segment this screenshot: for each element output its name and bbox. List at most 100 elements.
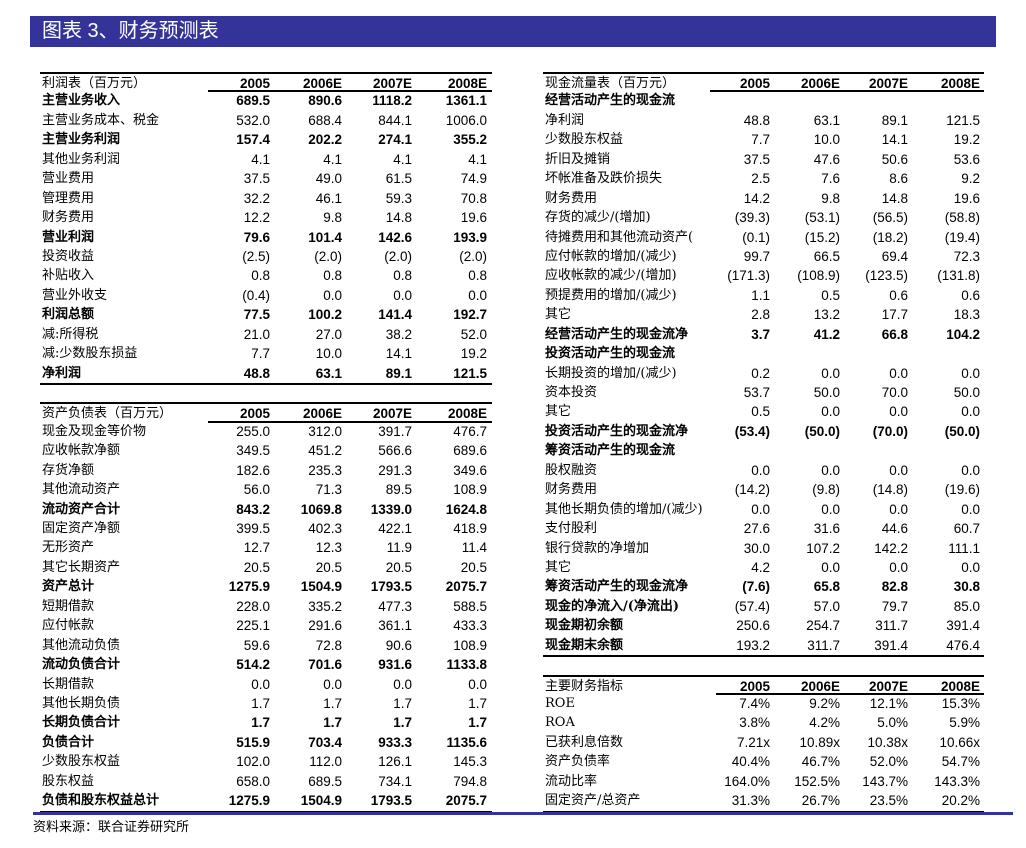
row-value: 37.5: [743, 151, 770, 167]
row-value: (58.8): [944, 210, 980, 226]
header-label: 现金流量表（百万元）: [545, 76, 676, 91]
table-row: 减:所得税 21.0 27.0 38.2 52.0: [40, 325, 492, 344]
row-value: 152.5%: [794, 773, 840, 789]
row-label: 短期借款: [42, 598, 95, 614]
row-value: 41.2: [813, 326, 840, 342]
row-value: 843.2: [236, 501, 270, 517]
left-column-tables: 利润表（百万元） 2005 2006E 2007E 2008E 主营业务收入 689.5 89…: [40, 72, 492, 813]
row-value: 11.9: [386, 540, 412, 556]
row-value: (2.0): [459, 248, 487, 264]
table-bottom-line: [40, 383, 492, 385]
row-value: 0.2: [751, 365, 770, 381]
row-value: 250.6: [736, 618, 770, 634]
row-value: (9.8): [812, 482, 840, 498]
row-value: 1504.9: [300, 793, 342, 809]
row-label: 投资活动产生的现金流: [545, 346, 676, 362]
header-label: 资产负债表（百万元）: [42, 406, 173, 422]
row-value: 19.6: [460, 210, 487, 226]
row-value: 0.0: [468, 287, 487, 303]
row-value: 451.2: [308, 443, 342, 459]
table-row: 应收帐款的减少/(增加) (171.3) (108.9) (123.5) (131.8): [543, 266, 984, 285]
row-value: (56.5): [872, 210, 908, 226]
row-label: ROA: [545, 715, 575, 731]
row-value: 193.9: [453, 229, 487, 245]
row-label: 应付帐款: [42, 618, 95, 634]
row-value: 349.6: [453, 462, 487, 478]
row-value: 477.3: [378, 598, 412, 614]
row-value: 0.0: [751, 462, 770, 478]
table-row: 待摊费用和其他流动资产((0.1) (15.2) (18.2) (19.4): [543, 228, 984, 247]
row-value: 14.8: [385, 210, 412, 226]
row-value: 794.8: [453, 773, 487, 789]
row-label: 资本投资: [545, 385, 598, 400]
header-year: 2007E: [372, 406, 412, 422]
row-value: 515.9: [236, 734, 270, 750]
row-value: 32.2: [243, 190, 270, 206]
row-value: 14.1: [385, 346, 412, 362]
row-label: 已获利息倍数: [545, 734, 624, 750]
row-value: 10.89x: [799, 734, 840, 750]
row-value: 48.8: [743, 112, 770, 128]
row-value: 1361.1: [445, 93, 487, 109]
row-value: 202.2: [308, 132, 342, 148]
balance-sheet-table: 资产负债表（百万元） 2005 2006E 2007E 2008E 现金及现金等价物 255…: [40, 402, 492, 813]
row-label: 其它长期资产: [42, 559, 121, 575]
table-row: 现金的净流入/(净流出) (57.4) 57.0 79.7 85.0: [543, 597, 984, 616]
row-label: 流动负债合计: [42, 657, 121, 673]
row-label: 筹资活动产生的现金流: [545, 443, 676, 459]
header-year: 2007E: [868, 76, 908, 91]
table-row: 营业利润 79.6 101.4 142.6 193.9: [40, 228, 492, 247]
row-value: 48.8: [243, 365, 270, 381]
row-value: 4.1: [323, 151, 342, 167]
row-value: 0.0: [961, 365, 980, 381]
row-value: 0.0: [889, 462, 908, 478]
row-value: 225.1: [236, 618, 270, 634]
table-row: 筹资活动产生的现金流: [543, 441, 984, 460]
row-value: 192.7: [453, 307, 487, 323]
row-label: 折旧及摊销: [545, 151, 611, 167]
row-value: (14.2): [734, 482, 770, 498]
row-value: 7.7: [251, 346, 270, 362]
row-value: 57.0: [813, 598, 840, 614]
row-value: 142.6: [378, 229, 412, 245]
table-row: 现金期末余额 193.2 311.7 391.4 476.4: [543, 636, 984, 655]
row-label: 其他流动负债: [42, 637, 121, 653]
row-value: 0.0: [961, 559, 980, 575]
row-value: 1275.9: [228, 579, 270, 595]
row-value: 60.7: [953, 521, 980, 537]
row-label: 银行贷款的净增加: [545, 540, 650, 556]
table-row: 投资活动产生的现金流: [543, 344, 984, 363]
row-value: 228.0: [236, 598, 270, 614]
row-value: 844.1: [378, 112, 412, 128]
row-label: 负债合计: [42, 734, 95, 750]
row-value: 1793.5: [370, 579, 412, 595]
spacer: [40, 385, 492, 402]
row-value: 1133.8: [446, 657, 487, 673]
table-row: 存货的减少/(增加) (39.3) (53.1) (56.5) (58.8): [543, 208, 984, 227]
row-value: 391.4: [874, 637, 908, 653]
row-value: (14.8): [872, 482, 908, 498]
row-value: 141.4: [378, 307, 412, 323]
row-label: 存货净额: [42, 462, 95, 478]
row-value: 112.0: [309, 754, 342, 770]
row-value: 254.7: [806, 618, 840, 634]
row-value: 10.0: [315, 346, 342, 362]
row-value: 107.2: [806, 540, 840, 556]
table-row: 主营业务利润 157.4 202.2 274.1 355.2: [40, 130, 492, 149]
row-value: 255.0: [236, 423, 270, 439]
row-value: 0.0: [889, 365, 908, 381]
table-row: 净利润 48.8 63.1 89.1 121.5: [543, 111, 984, 130]
row-value: 689.5: [308, 773, 342, 789]
row-value: 1118.2: [372, 93, 412, 109]
row-value: 102.0: [236, 754, 270, 770]
row-value: 0.8: [468, 268, 487, 284]
table-row: 应付帐款 225.1 291.6 361.1 433.3: [40, 616, 492, 635]
row-value: 0.5: [751, 404, 770, 420]
table-row: 现金期初余额 250.6 254.7 311.7 391.4: [543, 616, 984, 635]
row-value: 27.6: [743, 521, 770, 537]
row-value: 9.2%: [809, 695, 840, 711]
row-value: 12.1%: [869, 695, 908, 711]
row-value: 14.2: [743, 190, 770, 206]
row-value: 108.9: [453, 482, 487, 498]
row-value: (39.3): [734, 210, 770, 226]
